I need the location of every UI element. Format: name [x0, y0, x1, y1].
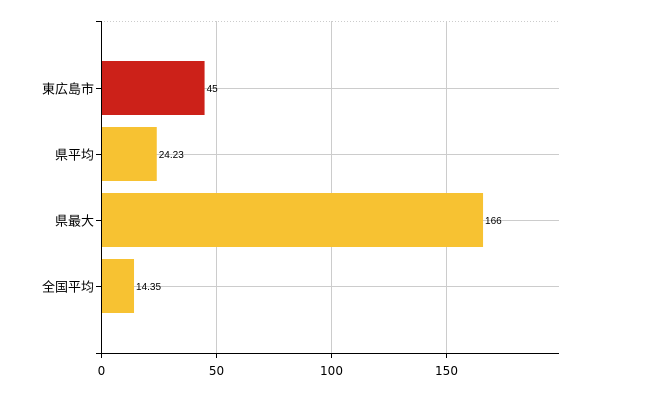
data-label: 166: [485, 216, 502, 227]
x-tick-label: 150: [435, 364, 458, 378]
x-tick-label: 50: [209, 364, 224, 378]
bar: [101, 127, 157, 181]
category-label: 全国平均: [42, 280, 94, 296]
category-label: 東広島市: [42, 82, 94, 98]
bar: [101, 193, 484, 247]
bar: [101, 259, 135, 313]
x-tick-label: 100: [320, 364, 343, 378]
x-tick-label: 0: [98, 364, 106, 378]
category-label: 県平均: [55, 149, 94, 164]
axes: [96, 21, 559, 358]
data-label: 14.35: [136, 282, 161, 293]
bar: [101, 61, 205, 115]
bars: [101, 61, 484, 313]
data-label: 45: [207, 84, 219, 95]
category-label: 県最大: [55, 215, 94, 230]
data-label: 24.23: [159, 150, 184, 161]
